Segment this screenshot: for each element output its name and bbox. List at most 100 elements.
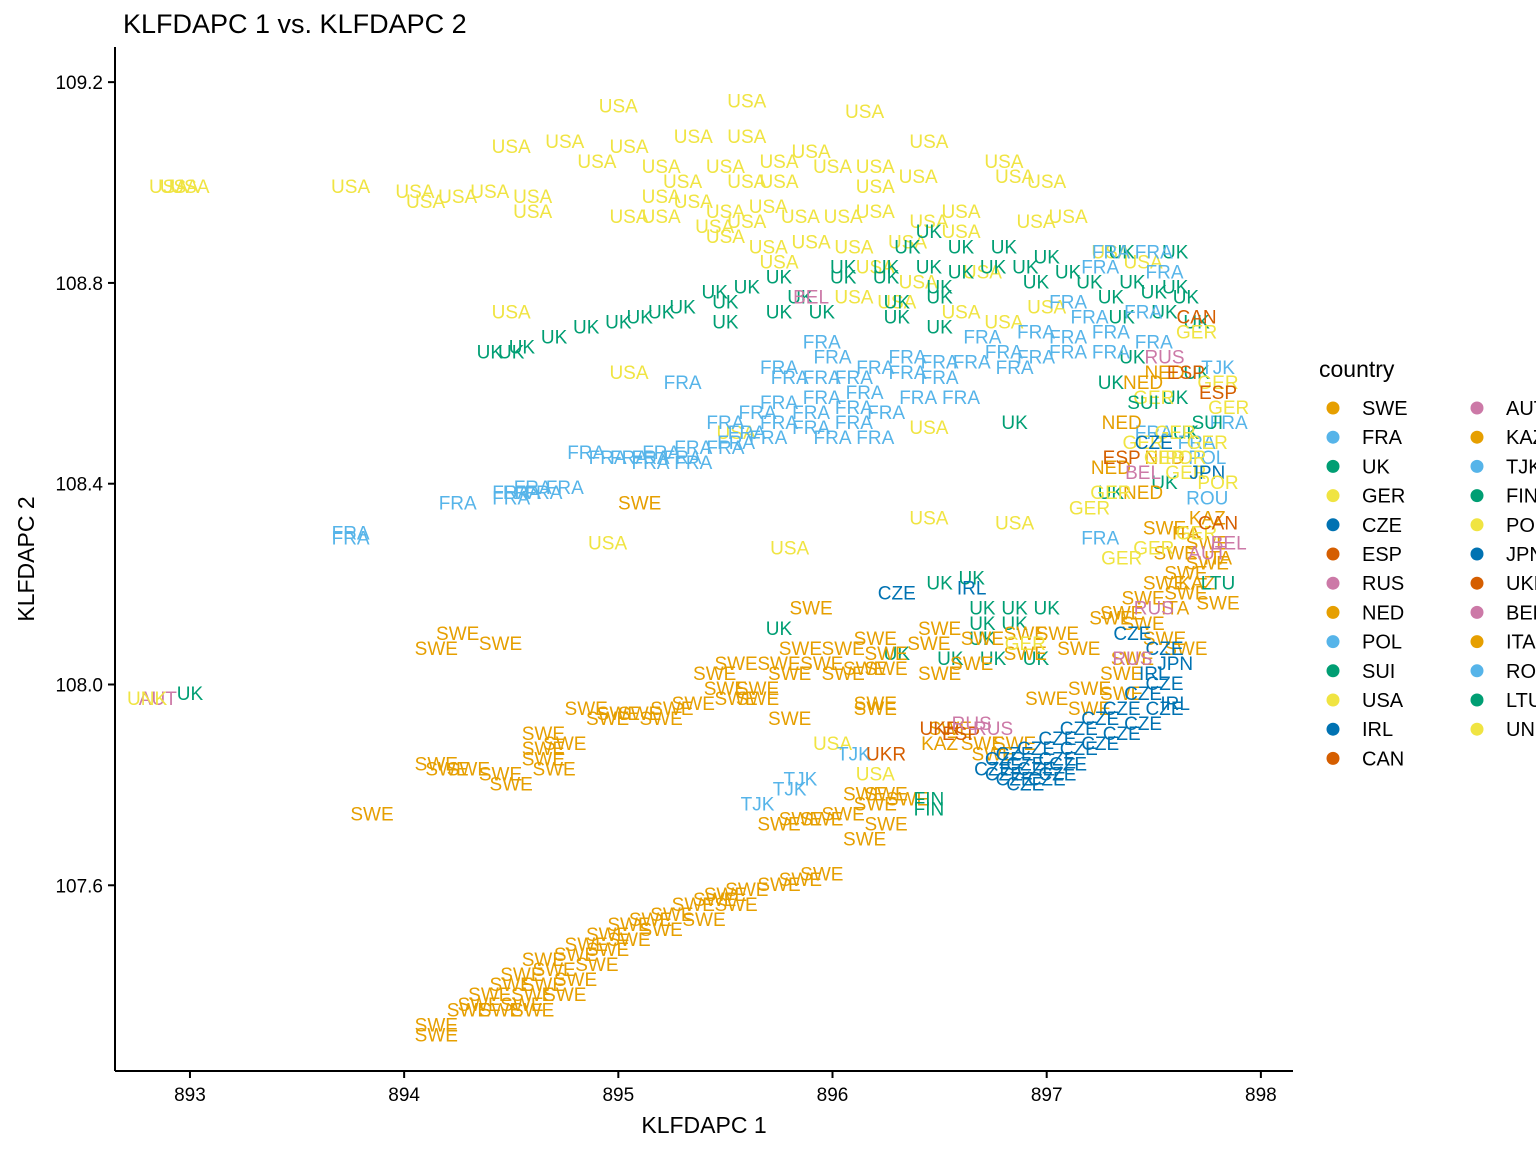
data-point-fra: FRA <box>760 358 798 379</box>
data-point-usa: USA <box>749 197 788 218</box>
data-point-fra: FRA <box>1124 303 1162 324</box>
data-point-uk: UK <box>1076 272 1103 293</box>
data-point-fra: FRA <box>589 448 627 469</box>
data-point-swe: SWE <box>822 805 865 826</box>
data-point-uk: UK <box>1183 313 1210 334</box>
data-point-fra: FRA <box>899 388 937 409</box>
data-point-fra: FRA <box>514 478 552 499</box>
data-point-usa: USA <box>513 187 552 208</box>
data-point-can: CAN <box>1177 308 1217 329</box>
data-point-cze: CZE <box>1006 754 1044 775</box>
data-point-uk: UK <box>809 303 836 324</box>
data-point-swe: SWE <box>1164 564 1207 585</box>
data-point-fra: FRA <box>749 428 787 449</box>
data-point-uk: UK <box>669 298 696 319</box>
data-point-usa: USA <box>856 202 895 223</box>
data-point-usa: USA <box>642 187 681 208</box>
data-point-swe: SWE <box>543 985 586 1006</box>
data-point-cze: CZE <box>996 744 1034 765</box>
data-point-swe: SWE <box>757 875 800 896</box>
data-point-irl: IRL <box>957 579 987 600</box>
data-point-usa: USA <box>492 303 531 324</box>
x-tick-label: 894 <box>388 1085 420 1106</box>
data-point-usa: USA <box>663 172 702 193</box>
data-point-usa: USA <box>813 157 852 178</box>
data-point-uk: UK <box>969 629 996 650</box>
data-point-swe: SWE <box>854 694 897 715</box>
data-point-usa: USA <box>492 137 531 158</box>
data-point-swe: SWE <box>457 995 500 1016</box>
data-point-ita: ITA <box>1161 599 1189 620</box>
legend: country SWE FRA UK GER CZE ESP RUS NED POL SUI USA… <box>1319 356 1536 770</box>
data-point-uk: UK <box>958 569 985 590</box>
data-point-uk: UK <box>177 684 204 705</box>
legend-items: SWE FRA UK GER CZE ESP RUS NED POL SUI USA IRL CAN AU… <box>1326 398 1536 770</box>
legend-label: AUT <box>1506 398 1536 420</box>
data-point-kaz: KAZ <box>921 734 958 755</box>
data-point-uk: UK <box>1162 277 1189 298</box>
data-point-fra: FRA <box>803 388 841 409</box>
data-point-fra: FRA <box>674 438 712 459</box>
data-point-esp: ESP <box>942 724 980 745</box>
x-tick-label: 897 <box>1031 1085 1063 1106</box>
data-point-usa: USA <box>941 222 980 243</box>
chart-title: KLFDAPC 1 vs. KLFDAPC 2 <box>123 9 467 39</box>
data-point-fra: FRA <box>503 483 541 504</box>
data-point-uk: UK <box>766 619 793 640</box>
legend-label: RUS <box>1362 573 1404 595</box>
y-tick-label: 107.6 <box>55 876 103 897</box>
data-point-uk: UK <box>1033 599 1060 620</box>
data-point-swe: SWE <box>672 895 715 916</box>
data-point-fra: FRA <box>1081 528 1119 549</box>
legend-label: JPN <box>1506 544 1536 566</box>
data-point-uk: UK <box>626 308 653 329</box>
data-point-kaz: KAZ <box>1178 574 1215 595</box>
data-point-uk: UK <box>605 313 632 334</box>
data-point-swe: SWE <box>1057 639 1100 660</box>
legend-key <box>1470 518 1484 532</box>
data-point-swe: SWE <box>779 639 822 660</box>
data-point-rus: RUS <box>1134 599 1174 620</box>
data-point-swe: SWE <box>425 759 468 780</box>
data-point-swe: SWE <box>1143 629 1186 650</box>
data-point-usa: USA <box>834 237 873 258</box>
legend-key <box>1326 430 1340 444</box>
data-point-esp: ESP <box>1199 383 1237 404</box>
legend-key <box>1326 518 1340 532</box>
data-point-ger: GER <box>1069 498 1110 519</box>
data-point-irl: IRL <box>1160 694 1190 715</box>
legend-key <box>1470 664 1484 678</box>
data-point-fra: FRA <box>706 438 744 459</box>
data-point-swe: SWE <box>511 985 554 1006</box>
data-point-swe: SWE <box>1100 604 1143 625</box>
data-point-uk: UK <box>712 293 739 314</box>
data-point-swe: SWE <box>961 629 1004 650</box>
data-point-fra: FRA <box>792 403 830 424</box>
data-point-uk: UK <box>1173 423 1200 444</box>
data-point-tjk: TJK <box>1201 358 1235 379</box>
data-point-swe: SWE <box>640 709 683 730</box>
data-point-swe: SWE <box>843 659 886 680</box>
legend-key <box>1326 722 1340 736</box>
data-point-fra: FRA <box>792 418 830 439</box>
data-point-swe: SWE <box>415 754 458 775</box>
data-point-usa: USA <box>909 508 948 529</box>
data-point-usa: USA <box>899 167 938 188</box>
data-point-usa: USA <box>513 202 552 223</box>
data-point-swe: SWE <box>779 810 822 831</box>
y-tick-label: 108.8 <box>55 274 103 295</box>
data-point-ger: GER <box>1176 323 1217 344</box>
data-point-ned: NED <box>1102 413 1142 434</box>
data-point-usa: USA <box>706 227 745 248</box>
data-point-swe: SWE <box>597 704 640 725</box>
data-point-usa: USA <box>941 303 980 324</box>
data-point-swe: SWE <box>693 890 736 911</box>
data-point-fra: FRA <box>610 448 648 469</box>
data-point-uk: UK <box>1055 262 1082 283</box>
data-point-uk: UK <box>1023 649 1050 670</box>
data-point-uk: UK <box>926 288 953 309</box>
legend-key <box>1326 459 1340 473</box>
data-point-rus: RUS <box>952 714 992 735</box>
data-point-usa: USA <box>395 182 434 203</box>
legend-key <box>1326 576 1340 590</box>
